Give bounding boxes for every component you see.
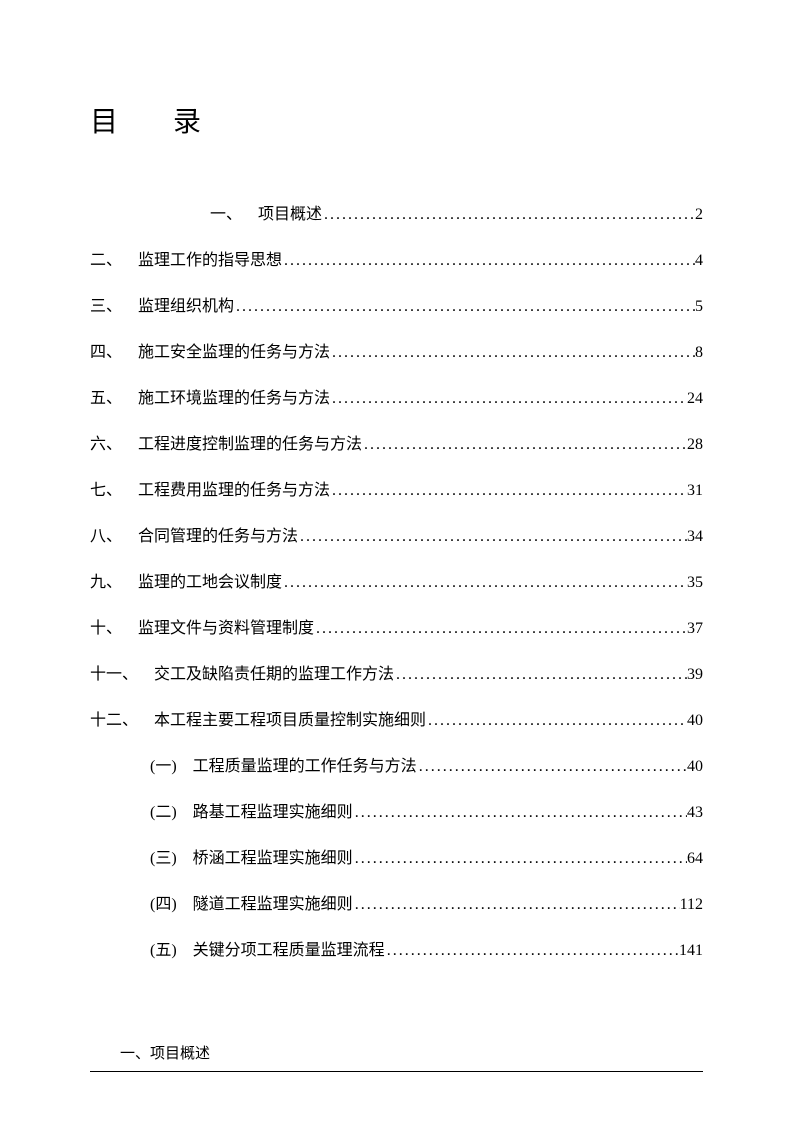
entry-number: 七、: [90, 476, 122, 500]
toc-entry: 九、 监理的工地会议制度 ...........................…: [90, 568, 703, 592]
toc-sub-entry: (五) 关键分项工程质量监理流程 .......................…: [90, 936, 703, 960]
entry-text: 路基工程监理实施细则: [193, 798, 353, 822]
entry-text: 交工及缺陷责任期的监理工作方法: [154, 660, 394, 684]
leader-dots: ........................................…: [314, 620, 687, 638]
page-number: 39: [687, 666, 703, 684]
toc-entry: 七、 工程费用监理的任务与方法 ........................…: [90, 476, 703, 500]
toc-entry: 三、 监理组织机构 ..............................…: [90, 292, 703, 316]
toc-entry: 二、 监理工作的指导思想 ...........................…: [90, 246, 703, 270]
toc-entry: 十、 监理文件与资料管理制度 .........................…: [90, 614, 703, 638]
entry-number: (五): [150, 936, 177, 960]
leader-dots: ........................................…: [394, 666, 687, 684]
footer-section: 一、项目概述: [90, 1042, 703, 1072]
entry-text: 桥涵工程监理实施细则: [193, 844, 353, 868]
entry-text: 工程进度控制监理的任务与方法: [138, 430, 362, 454]
entry-text: 工程费用监理的任务与方法: [138, 476, 330, 500]
toc-entry: 五、 施工环境监理的任务与方法 ........................…: [90, 384, 703, 408]
toc-entry: 十二、 本工程主要工程项目质量控制实施细则 ..................…: [90, 706, 703, 730]
entry-text: 施工环境监理的任务与方法: [138, 384, 330, 408]
entry-text: 关键分项工程质量监理流程: [193, 936, 385, 960]
toc-entry: 一、 项目概述 ................................…: [90, 200, 703, 224]
toc-sub-entry: (二) 路基工程监理实施细则 .........................…: [90, 798, 703, 822]
entry-number: 十一、: [90, 660, 138, 684]
page-number: 34: [687, 528, 703, 546]
page-number: 2: [695, 206, 703, 224]
leader-dots: ........................................…: [353, 850, 687, 868]
leader-dots: ........................................…: [353, 896, 680, 914]
leader-dots: ........................................…: [330, 390, 687, 408]
page-number: 28: [687, 436, 703, 454]
entry-text: 本工程主要工程项目质量控制实施细则: [154, 706, 426, 730]
toc-sub-entry: (三) 桥涵工程监理实施细则 .........................…: [90, 844, 703, 868]
entry-text: 项目概述: [258, 200, 322, 224]
page-number: 43: [687, 804, 703, 822]
page-number: 64: [687, 850, 703, 868]
entry-text: 隧道工程监理实施细则: [193, 890, 353, 914]
page-number: 4: [695, 252, 703, 270]
toc-container: 一、 项目概述 ................................…: [90, 200, 703, 960]
leader-dots: ........................................…: [362, 436, 687, 454]
entry-number: (四): [150, 890, 177, 914]
page-number: 112: [680, 896, 703, 914]
footer-text: 一、项目概述: [90, 1042, 703, 1063]
footer-line: [90, 1071, 703, 1072]
entry-number: 十、: [90, 614, 122, 638]
leader-dots: ........................................…: [322, 206, 695, 224]
toc-entry: 八、 合同管理的任务与方法 ..........................…: [90, 522, 703, 546]
leader-dots: ........................................…: [353, 804, 687, 822]
page-number: 8: [695, 344, 703, 362]
entry-text: 监理文件与资料管理制度: [138, 614, 314, 638]
page-number: 141: [679, 942, 703, 960]
entry-text: 监理的工地会议制度: [138, 568, 282, 592]
entry-number: 三、: [90, 292, 122, 316]
entry-number: (三): [150, 844, 177, 868]
leader-dots: ........................................…: [298, 528, 687, 546]
page-number: 40: [687, 758, 703, 776]
leader-dots: ........................................…: [417, 758, 687, 776]
page-number: 24: [687, 390, 703, 408]
entry-number: 八、: [90, 522, 122, 546]
toc-entry: 六、 工程进度控制监理的任务与方法 ......................…: [90, 430, 703, 454]
page-number: 40: [687, 712, 703, 730]
leader-dots: ........................................…: [330, 482, 687, 500]
entry-number: 六、: [90, 430, 122, 454]
page-number: 5: [695, 298, 703, 316]
entry-number: 四、: [90, 338, 122, 362]
toc-entry: 四、 施工安全监理的任务与方法 ........................…: [90, 338, 703, 362]
page-number: 31: [687, 482, 703, 500]
toc-entry: 十一、 交工及缺陷责任期的监理工作方法 ....................…: [90, 660, 703, 684]
page-title: 目 录: [90, 100, 703, 140]
page-number: 35: [687, 574, 703, 592]
entry-number: 五、: [90, 384, 122, 408]
entry-number: (一): [150, 752, 177, 776]
entry-text: 监理组织机构: [138, 292, 234, 316]
entry-text: 合同管理的任务与方法: [138, 522, 298, 546]
entry-text: 工程质量监理的工作任务与方法: [193, 752, 417, 776]
leader-dots: ........................................…: [282, 574, 687, 592]
leader-dots: ........................................…: [426, 712, 687, 730]
leader-dots: ........................................…: [385, 942, 679, 960]
entry-number: 一、: [210, 200, 242, 224]
entry-number: 九、: [90, 568, 122, 592]
toc-sub-entry: (一) 工程质量监理的工作任务与方法 .....................…: [90, 752, 703, 776]
page-number: 37: [687, 620, 703, 638]
leader-dots: ........................................…: [282, 252, 695, 270]
leader-dots: ........................................…: [234, 298, 695, 316]
entry-number: 十二、: [90, 706, 138, 730]
entry-text: 监理工作的指导思想: [138, 246, 282, 270]
toc-sub-entry: (四) 隧道工程监理实施细则 .........................…: [90, 890, 703, 914]
entry-text: 施工安全监理的任务与方法: [138, 338, 330, 362]
entry-number: 二、: [90, 246, 122, 270]
entry-number: (二): [150, 798, 177, 822]
leader-dots: ........................................…: [330, 344, 695, 362]
